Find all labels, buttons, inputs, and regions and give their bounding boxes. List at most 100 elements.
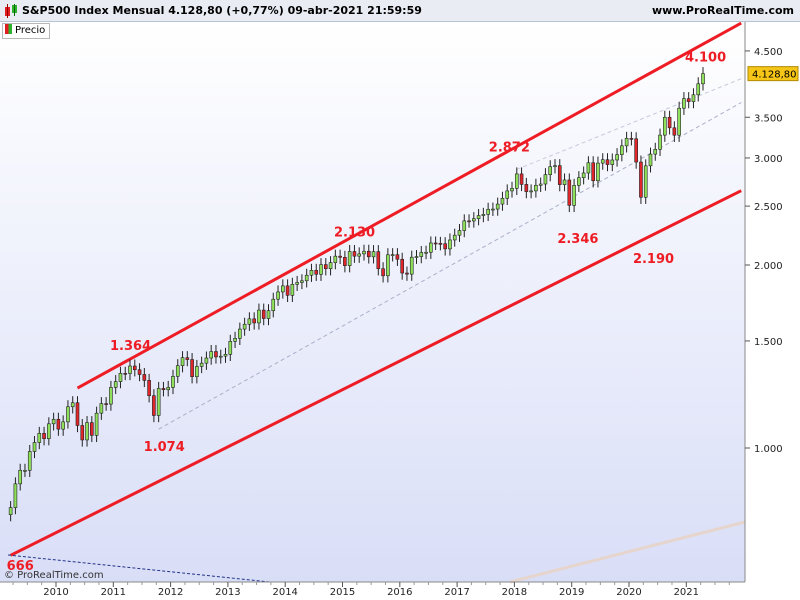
candle xyxy=(209,345,213,365)
candle xyxy=(314,263,319,281)
candles xyxy=(8,67,705,522)
x-tick-label: 2016 xyxy=(387,587,412,598)
candle xyxy=(371,245,376,264)
candle xyxy=(457,224,462,242)
candle xyxy=(686,92,691,109)
candle xyxy=(419,245,424,264)
candle xyxy=(462,214,467,238)
candle xyxy=(357,247,362,263)
candle xyxy=(696,77,701,102)
plot-background xyxy=(0,22,745,582)
candle xyxy=(142,367,147,388)
candle xyxy=(701,67,705,91)
candle xyxy=(366,244,371,264)
candle xyxy=(343,250,347,273)
candle xyxy=(37,426,42,450)
candle xyxy=(620,139,624,162)
price-swatch-icon xyxy=(5,24,12,34)
candle xyxy=(104,397,108,411)
x-tick-label: 2021 xyxy=(674,587,699,598)
candle xyxy=(424,245,428,260)
candle xyxy=(261,303,266,326)
candle xyxy=(190,353,194,384)
candle xyxy=(510,181,514,198)
last-price-marker xyxy=(747,66,799,82)
candle xyxy=(290,277,295,303)
candle xyxy=(596,156,600,188)
annotation-label: 2.190 xyxy=(633,252,674,267)
candle xyxy=(677,101,681,142)
lower-channel-line xyxy=(9,189,742,557)
candle xyxy=(400,252,404,280)
x-tick-label: 2013 xyxy=(215,587,240,598)
x-tick-label: 2010 xyxy=(43,587,68,598)
candle xyxy=(300,274,304,290)
candle xyxy=(123,366,128,381)
candle xyxy=(505,184,510,205)
y-tick-label: 3.000 xyxy=(754,154,783,165)
x-tick-label: 2015 xyxy=(330,587,355,598)
y-tick-label: 4.500 xyxy=(754,47,783,58)
candle xyxy=(467,214,471,228)
candle xyxy=(85,416,89,447)
candle xyxy=(285,279,290,303)
candle xyxy=(414,250,419,264)
candle xyxy=(452,228,457,247)
y-tick-label: 3.500 xyxy=(754,113,783,124)
candle xyxy=(166,380,171,397)
y-tick-label: 1.500 xyxy=(754,337,783,348)
candle xyxy=(238,322,242,346)
upper-channel-line xyxy=(76,22,742,390)
candle xyxy=(66,400,70,429)
candle xyxy=(99,397,104,420)
candle xyxy=(185,351,190,367)
site-name[interactable]: www.ProRealTime.com xyxy=(651,4,794,17)
x-tick-label: 2014 xyxy=(272,587,297,598)
candle xyxy=(195,359,199,384)
candle xyxy=(653,142,658,161)
copyright: © ProRealTime.com xyxy=(4,570,104,581)
candle xyxy=(543,168,548,191)
price-chart[interactable]: 666 1.364 1.074 2.130 2.872 2.346 2.190 4.100 4… xyxy=(0,22,800,600)
y-tick-label: 2.000 xyxy=(754,261,783,272)
candle xyxy=(242,317,247,336)
candle xyxy=(276,285,280,306)
candle xyxy=(639,155,643,204)
candle xyxy=(75,396,80,433)
candle xyxy=(663,110,667,142)
candle xyxy=(118,366,123,389)
candle xyxy=(581,166,586,185)
annotation-label: 2.130 xyxy=(334,225,375,240)
candle xyxy=(61,415,65,436)
candle xyxy=(18,463,22,491)
candle xyxy=(615,148,619,167)
y-tick-label: 2.500 xyxy=(754,202,783,213)
annotation-label: 4.100 xyxy=(685,50,726,65)
y-axis: 4.500 3.500 3.000 2.500 2.000 1.500 1.000 4.128… xyxy=(744,22,799,582)
chart-title: S&P500 Index Mensual 4.128,80 (+0,77%) 0… xyxy=(22,4,422,17)
candle xyxy=(32,435,37,459)
candle xyxy=(643,159,648,204)
candle xyxy=(319,258,323,281)
candle xyxy=(500,191,505,211)
candle xyxy=(333,249,338,270)
candle xyxy=(128,359,132,381)
support-dashed-line xyxy=(7,554,271,583)
legend-price[interactable]: Precio xyxy=(2,23,51,39)
candle xyxy=(56,412,61,436)
candle xyxy=(228,334,233,361)
candle xyxy=(90,416,94,443)
candle xyxy=(42,426,46,446)
candle xyxy=(109,380,113,411)
annotation-label: 666 xyxy=(7,559,34,574)
upper-dashed-line xyxy=(516,78,742,170)
candle xyxy=(252,312,256,330)
candle xyxy=(577,171,581,193)
candle xyxy=(672,121,677,142)
candle xyxy=(323,258,328,276)
candle xyxy=(538,177,543,192)
channel-lines xyxy=(7,22,746,584)
candle xyxy=(281,279,285,299)
candle xyxy=(352,244,357,263)
x-tick-label: 2019 xyxy=(559,587,584,598)
